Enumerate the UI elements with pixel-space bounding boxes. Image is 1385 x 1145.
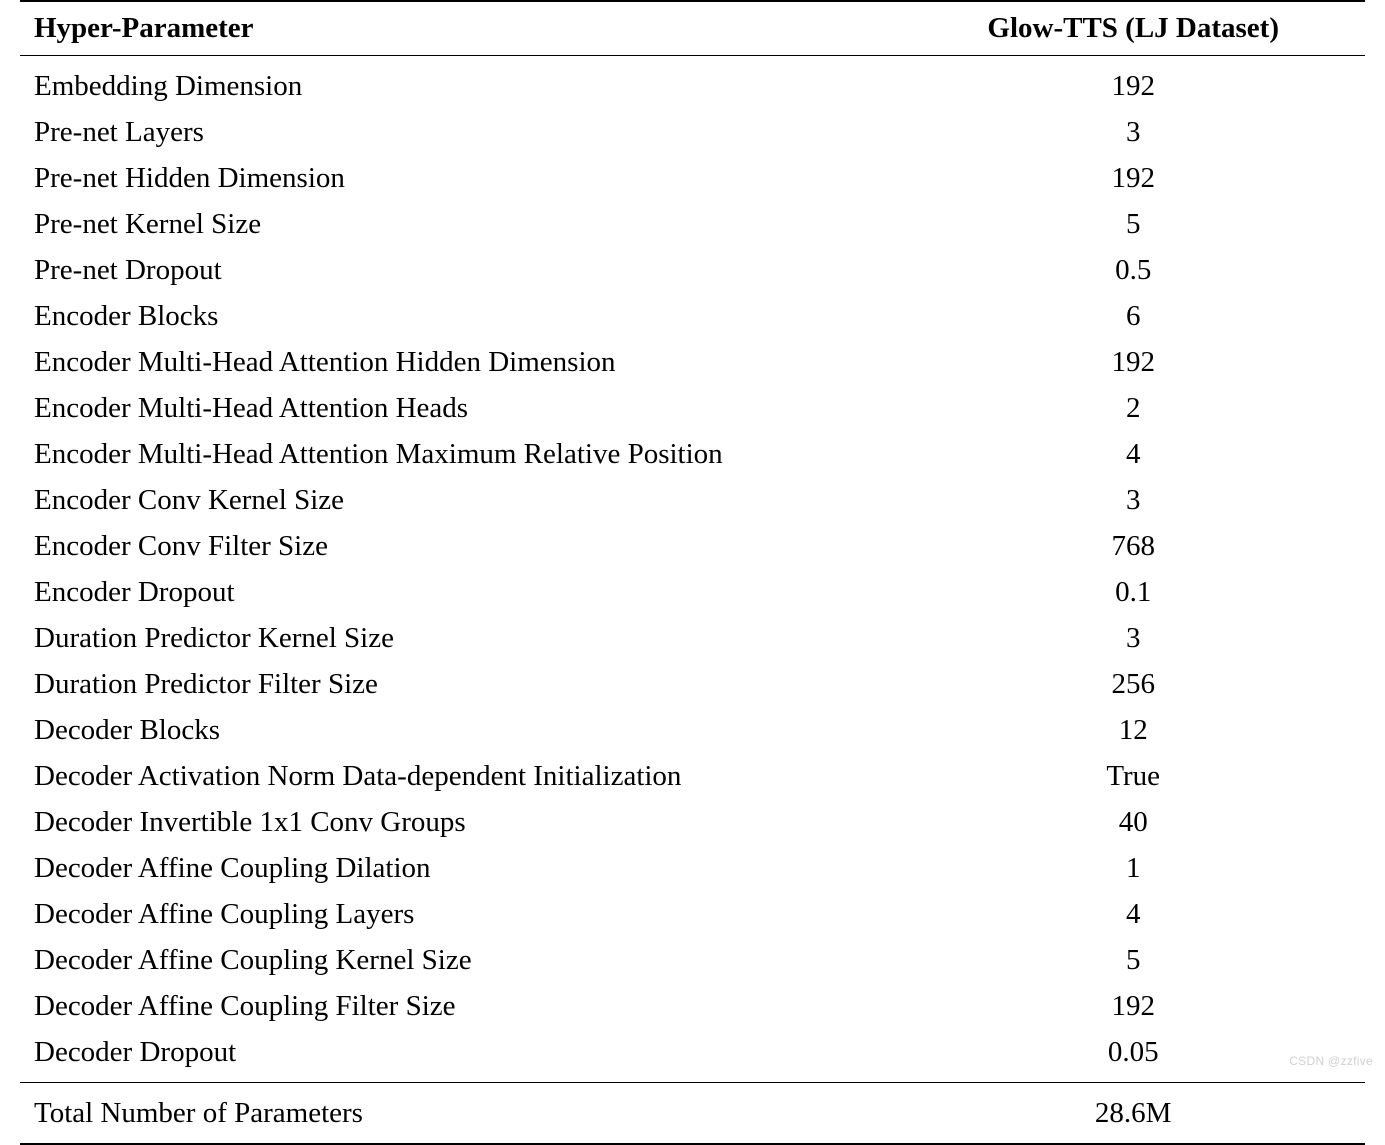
table-row: Decoder Affine Coupling Dilation1 [20, 845, 1365, 891]
param-value: 6 [927, 293, 1365, 339]
param-name: Decoder Affine Coupling Layers [20, 891, 927, 937]
param-name: Pre-net Layers [20, 109, 927, 155]
table-row: Pre-net Hidden Dimension192 [20, 155, 1365, 201]
param-name: Embedding Dimension [20, 56, 927, 110]
table-row: Pre-net Dropout0.5 [20, 247, 1365, 293]
param-value: 40 [927, 799, 1365, 845]
param-name: Duration Predictor Filter Size [20, 661, 927, 707]
watermark-text: CSDN @zzfive [1289, 1054, 1373, 1068]
param-value: 768 [927, 523, 1365, 569]
table-row: Encoder Conv Kernel Size3 [20, 477, 1365, 523]
table-footer: Total Number of Parameters 28.6M [20, 1083, 1365, 1145]
param-name: Pre-net Kernel Size [20, 201, 927, 247]
param-name: Decoder Affine Coupling Filter Size [20, 983, 927, 1029]
param-value: 0.5 [927, 247, 1365, 293]
param-name: Decoder Activation Norm Data-dependent I… [20, 753, 927, 799]
param-value: 4 [927, 891, 1365, 937]
table-row: Decoder Affine Coupling Filter Size192 [20, 983, 1365, 1029]
table-header-row: Hyper-Parameter Glow-TTS (LJ Dataset) [20, 1, 1365, 56]
hyperparameter-table-container: Hyper-Parameter Glow-TTS (LJ Dataset) Em… [0, 0, 1385, 1145]
param-name: Encoder Conv Filter Size [20, 523, 927, 569]
table-row: Encoder Multi-Head Attention Heads2 [20, 385, 1365, 431]
column-header-hyperparameter: Hyper-Parameter [20, 1, 927, 56]
param-name: Decoder Affine Coupling Dilation [20, 845, 927, 891]
table-row: Encoder Multi-Head Attention Maximum Rel… [20, 431, 1365, 477]
table-row: Decoder Invertible 1x1 Conv Groups40 [20, 799, 1365, 845]
param-name: Decoder Blocks [20, 707, 927, 753]
table-row: Decoder Dropout0.05 [20, 1029, 1365, 1083]
table-row: Pre-net Layers3 [20, 109, 1365, 155]
param-name: Encoder Multi-Head Attention Maximum Rel… [20, 431, 927, 477]
param-name: Duration Predictor Kernel Size [20, 615, 927, 661]
table-row: Embedding Dimension192 [20, 56, 1365, 110]
footer-label: Total Number of Parameters [20, 1083, 927, 1145]
param-name: Decoder Affine Coupling Kernel Size [20, 937, 927, 983]
table-row: Encoder Multi-Head Attention Hidden Dime… [20, 339, 1365, 385]
table-row: Pre-net Kernel Size5 [20, 201, 1365, 247]
param-name: Pre-net Hidden Dimension [20, 155, 927, 201]
param-name: Encoder Dropout [20, 569, 927, 615]
param-value: 192 [927, 155, 1365, 201]
table-row: Decoder Affine Coupling Kernel Size5 [20, 937, 1365, 983]
hyperparameter-table: Hyper-Parameter Glow-TTS (LJ Dataset) Em… [20, 0, 1365, 1145]
param-value: 3 [927, 615, 1365, 661]
table-row: Decoder Activation Norm Data-dependent I… [20, 753, 1365, 799]
table-row: Encoder Conv Filter Size768 [20, 523, 1365, 569]
table-row: Decoder Blocks12 [20, 707, 1365, 753]
table-row: Decoder Affine Coupling Layers4 [20, 891, 1365, 937]
param-name: Encoder Conv Kernel Size [20, 477, 927, 523]
param-value: 5 [927, 201, 1365, 247]
param-name: Encoder Blocks [20, 293, 927, 339]
param-value: 5 [927, 937, 1365, 983]
footer-value: 28.6M [927, 1083, 1365, 1145]
column-header-glow-tts: Glow-TTS (LJ Dataset) [927, 1, 1365, 56]
param-name: Encoder Multi-Head Attention Heads [20, 385, 927, 431]
param-name: Decoder Invertible 1x1 Conv Groups [20, 799, 927, 845]
param-value: 3 [927, 109, 1365, 155]
table-body: Embedding Dimension192 Pre-net Layers3 P… [20, 56, 1365, 1083]
table-header: Hyper-Parameter Glow-TTS (LJ Dataset) [20, 1, 1365, 56]
param-value: 12 [927, 707, 1365, 753]
param-value: 3 [927, 477, 1365, 523]
param-value: 1 [927, 845, 1365, 891]
param-value: True [927, 753, 1365, 799]
param-value: 192 [927, 56, 1365, 110]
table-row: Encoder Dropout0.1 [20, 569, 1365, 615]
table-row: Duration Predictor Kernel Size3 [20, 615, 1365, 661]
param-value: 192 [927, 339, 1365, 385]
table-row: Encoder Blocks6 [20, 293, 1365, 339]
param-value: 4 [927, 431, 1365, 477]
param-value: 256 [927, 661, 1365, 707]
table-row: Duration Predictor Filter Size256 [20, 661, 1365, 707]
table-footer-row: Total Number of Parameters 28.6M [20, 1083, 1365, 1145]
param-value: 0.1 [927, 569, 1365, 615]
param-name: Decoder Dropout [20, 1029, 927, 1083]
param-value: 192 [927, 983, 1365, 1029]
param-name: Encoder Multi-Head Attention Hidden Dime… [20, 339, 927, 385]
param-value: 2 [927, 385, 1365, 431]
param-name: Pre-net Dropout [20, 247, 927, 293]
